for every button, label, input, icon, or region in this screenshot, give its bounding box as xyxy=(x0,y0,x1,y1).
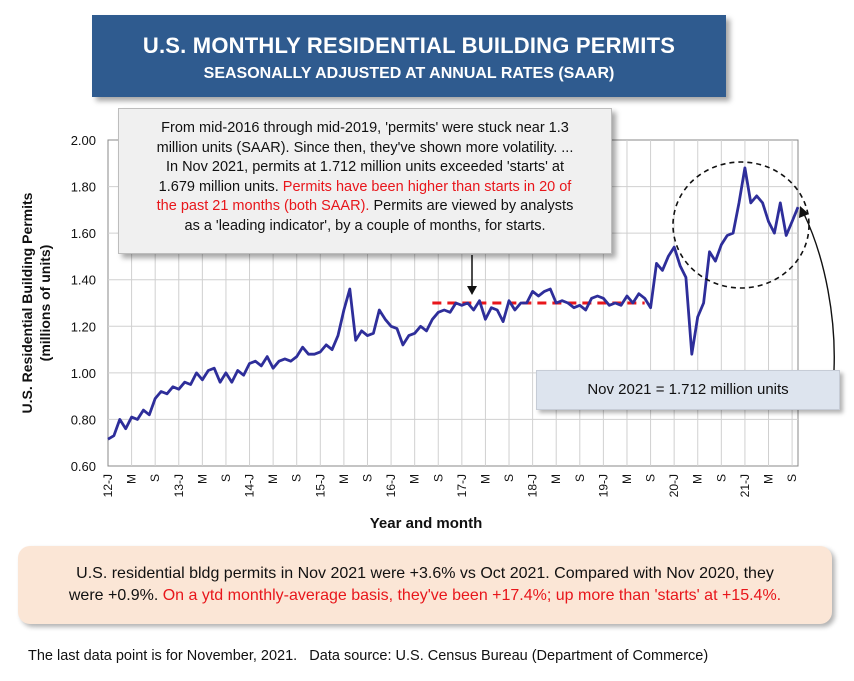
x-tick-label: 18-J xyxy=(526,474,540,497)
x-tick-label: 14-J xyxy=(243,474,257,497)
x-tick-label: S xyxy=(785,474,799,482)
y-tick-label: 1.20 xyxy=(71,319,96,334)
summary-text: were +0.9%. xyxy=(68,587,163,604)
chart-title: U.S. MONTHLY RESIDENTIAL BUILDING PERMIT… xyxy=(142,33,676,58)
callout-highlight: the past 21 months (both SAAR). xyxy=(156,198,370,214)
y-tick-label: 2.00 xyxy=(71,133,96,148)
callout-line: million units (SAAR). Since then, they'v… xyxy=(156,139,574,156)
callout-line: as a 'leading indicator', by a couple of… xyxy=(184,217,546,234)
x-tick-label: M xyxy=(408,474,422,484)
permits-series-line xyxy=(107,166,800,441)
title-box: U.S. MONTHLY RESIDENTIAL BUILDING PERMIT… xyxy=(92,15,726,97)
x-tick-label: 13-J xyxy=(172,474,186,497)
summary-line: U.S. residential bldg permits in Nov 202… xyxy=(76,565,774,582)
y-tick-label: 1.00 xyxy=(71,366,96,381)
y-tick-label: 1.60 xyxy=(71,226,96,241)
x-tick-label: M xyxy=(549,474,563,484)
x-tick-label: M xyxy=(337,474,351,484)
callout-text: Permits are viewed by analysts xyxy=(369,198,574,214)
summary-box: U.S. residential bldg permits in Nov 202… xyxy=(18,546,832,624)
x-tick-label: 19-J xyxy=(596,474,610,497)
chart-subtitle: SEASONALLY ADJUSTED AT ANNUAL RATES (SAA… xyxy=(203,65,615,82)
x-tick-label: 16-J xyxy=(384,474,398,497)
x-axis-label: Year and month xyxy=(370,515,483,532)
x-tick-label: M xyxy=(125,474,139,484)
y-tick-label: 0.60 xyxy=(71,459,96,474)
x-tick-label: M xyxy=(195,474,209,484)
y-axis-label: U.S. Residential Building Permits xyxy=(19,192,35,413)
callout-line: In Nov 2021, permits at 1.712 million un… xyxy=(165,159,565,175)
callout-box: From mid-2016 through mid-2019, 'permits… xyxy=(118,108,612,254)
y-axis-label-units: (millions of units) xyxy=(37,245,53,362)
x-tick-label: S xyxy=(573,474,587,482)
x-tick-label: M xyxy=(620,474,634,484)
summary-highlight: On a ytd monthly-average basis, they've … xyxy=(162,587,782,604)
callout-line: the past 21 months (both SAAR). Permits … xyxy=(119,197,611,217)
x-tick-label: S xyxy=(431,474,445,482)
y-tick-label: 1.80 xyxy=(71,180,96,195)
y-tick-label: 1.40 xyxy=(71,273,96,288)
summary-line: were +0.9%. On a ytd monthly-average bas… xyxy=(18,585,832,607)
x-tick-label: S xyxy=(219,474,233,482)
x-tick-label: M xyxy=(266,474,280,484)
callout-highlight: Permits have been higher than starts in … xyxy=(282,178,572,195)
x-tick-label: 20-J xyxy=(667,474,681,497)
x-tick-label: S xyxy=(502,474,516,482)
last-point-arrowhead xyxy=(799,206,809,218)
last-point-arrow xyxy=(803,213,835,371)
x-tick-label: 12-J xyxy=(101,474,115,497)
x-tick-label: S xyxy=(644,474,658,482)
y-tick-label: 0.80 xyxy=(71,412,96,427)
callout-line: From mid-2016 through mid-2019, 'permits… xyxy=(161,120,569,136)
line-chart: 0.60 0.80 1.00 1.20 1.40 1.60 1.80 2.00 12-J M S 1… xyxy=(19,133,835,532)
x-tick-label: M xyxy=(762,474,776,484)
callout-text: 1.679 million units. xyxy=(158,178,283,195)
last-point-label: Nov 2021 = 1.712 million units xyxy=(536,370,840,410)
x-tick-label: M xyxy=(691,474,705,484)
x-tick-label: 15-J xyxy=(313,474,327,497)
callout-pointer-arrowhead xyxy=(467,286,477,295)
x-tick-label: S xyxy=(148,474,162,482)
x-tick-label: M xyxy=(478,474,492,484)
callout-line: 1.679 million units. Permits have been h… xyxy=(119,178,611,198)
x-tick-label: S xyxy=(290,474,304,482)
x-tick-label: 21-J xyxy=(738,474,752,497)
x-tick-label: S xyxy=(360,474,374,482)
footer-note: The last data point is for November, 202… xyxy=(28,648,709,664)
x-tick-label: S xyxy=(714,474,728,482)
x-tick-label: 17-J xyxy=(455,474,469,497)
